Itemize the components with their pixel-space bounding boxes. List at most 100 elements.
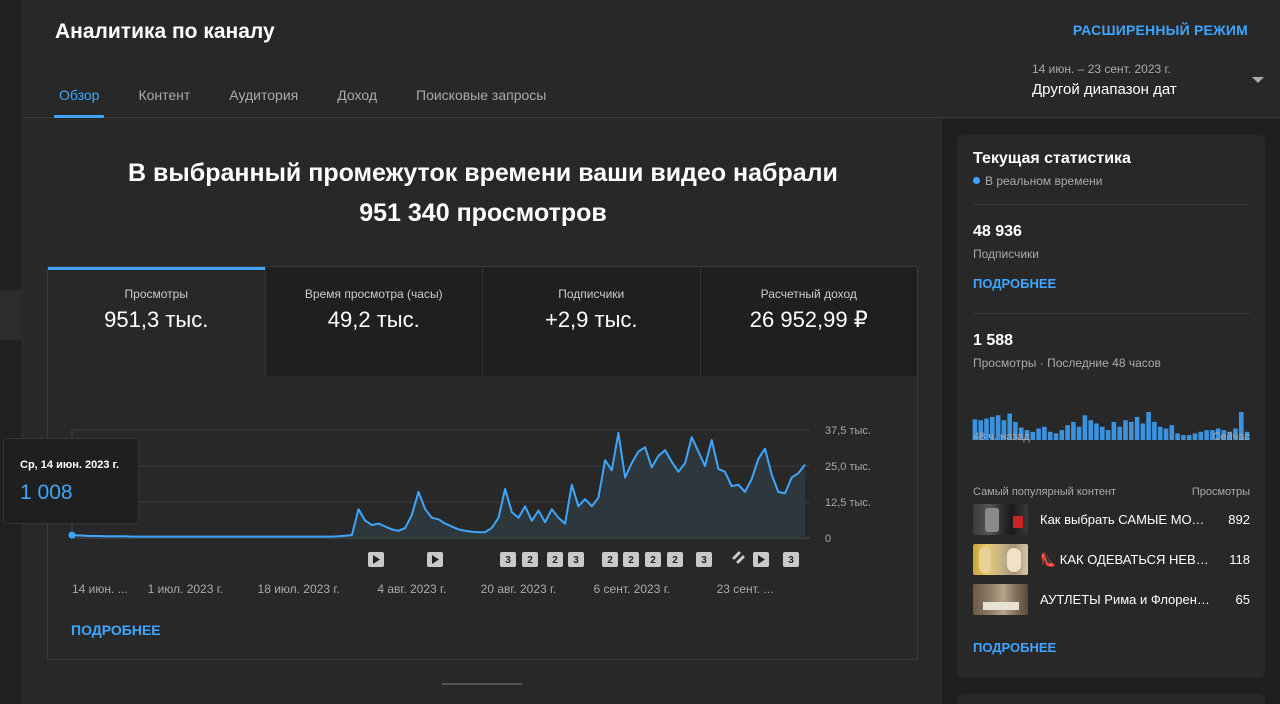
tab-content[interactable]: Контент (138, 87, 191, 103)
headline-text: В выбранный промежуток времени ваши виде… (128, 159, 838, 187)
metrics-card: Просмотры 951,3 тыс. Время просмотра (ча… (47, 266, 918, 660)
left-sidebar-selected[interactable] (0, 290, 23, 340)
annotation-marker[interactable]: 2 (522, 552, 538, 567)
x-tick-label: 23 сент. ... (717, 582, 774, 596)
hourly-bar (1024, 430, 1030, 440)
hourly-bar (1111, 421, 1117, 440)
video-thumbnail (973, 504, 1028, 535)
hourly-bar (1094, 423, 1099, 440)
tab-overview[interactable]: Обзор (54, 76, 105, 118)
content-views: 118 (1229, 552, 1250, 567)
hourly-bar (1082, 415, 1088, 440)
hourly-bar (1239, 412, 1244, 440)
hourly-bar (1244, 431, 1250, 440)
hourly-bar (1013, 421, 1018, 440)
annotation-marker[interactable]: 2 (602, 552, 618, 567)
hourly-bar (1036, 428, 1041, 440)
advanced-mode-button[interactable]: РАСШИРЕННЫЙ РЕЖИМ (1072, 22, 1248, 38)
video-thumbnail (973, 584, 1028, 615)
metric-label: Просмотры (124, 287, 188, 301)
more-button[interactable]: ПОДРОБНЕЕ (71, 622, 161, 638)
annotation-marker[interactable]: 3 (568, 552, 584, 567)
hourly-bar (1181, 435, 1186, 440)
series-line (71, 431, 806, 538)
hourly-bar (1071, 421, 1076, 440)
content-title: АУТЛЕТЫ Рима и Флоренции (1040, 592, 1212, 607)
x-tick-label: 1 июл. 2023 г. (148, 582, 223, 596)
annotation-play-icon[interactable] (753, 552, 769, 567)
hourly-bar (1169, 425, 1175, 440)
hourly-bar (1001, 420, 1007, 440)
hourly-bar (1030, 431, 1036, 440)
divider (973, 313, 1250, 314)
metric-tabs: Просмотры 951,3 тыс. Время просмотра (ча… (48, 267, 917, 376)
tooltip-value: 1 008 (20, 481, 73, 504)
content-title: Как выбрать САМЫЕ МОДНЫЕ (1040, 512, 1212, 527)
hourly-bar (1233, 428, 1238, 440)
svg-text:2: 2 (650, 555, 656, 566)
svg-text:2: 2 (527, 555, 533, 566)
hourly-bar (1198, 431, 1204, 440)
annotation-marker[interactable]: 3 (783, 552, 799, 567)
more-content-button[interactable]: ПОДРОБНЕЕ (973, 640, 1057, 655)
metric-watch-time[interactable]: Время просмотра (часы) 49,2 тыс. (264, 267, 482, 376)
hourly-bar (1163, 428, 1169, 440)
hourly-views-chart[interactable] (972, 406, 1250, 442)
annotation-marker[interactable]: 2 (645, 552, 661, 567)
annotation-marker[interactable]: 2 (667, 552, 683, 567)
hourly-bar (1088, 420, 1093, 440)
svg-text:3: 3 (788, 555, 794, 566)
bars-end-label: Сейчас (1212, 431, 1250, 443)
views-chart[interactable]: 37,5 тыс. 25,0 тыс. 12,5 тыс. 0 3 2 2 3 2 2 2 2 3 3 14… (48, 377, 917, 617)
annotation-play-icon[interactable] (427, 552, 443, 567)
x-tick-label: 14 июн. ... (72, 582, 128, 596)
x-tick-label: 20 авг. 2023 г. (481, 582, 557, 596)
chevron-down-icon (1252, 77, 1264, 83)
hourly-bar (1105, 430, 1111, 440)
svg-text:3: 3 (573, 555, 579, 566)
content-row[interactable]: 👠 КАК ОДЕВАТЬСЯ НЕВЕСТЕ 118 (973, 543, 1250, 575)
metric-value: 49,2 тыс. (327, 307, 420, 332)
metric-subscribers[interactable]: Подписчики +2,9 тыс. (482, 267, 700, 376)
y-tick-label: 12,5 тыс. (825, 497, 871, 509)
metric-views[interactable]: Просмотры 951,3 тыс. (48, 267, 265, 376)
y-tick-label: 37,5 тыс. (825, 425, 871, 437)
divider (973, 204, 1250, 205)
x-tick-label: 18 июл. 2023 г. (258, 582, 340, 596)
hourly-bar (1053, 433, 1059, 440)
popular-views-header: Просмотры (1191, 486, 1250, 498)
metric-label: Подписчики (558, 287, 625, 301)
tab-search-queries[interactable]: Поисковые запросы (416, 87, 547, 103)
content-views: 892 (1228, 512, 1250, 527)
next-card (957, 694, 1265, 704)
popular-content-header: Самый популярный контент (973, 486, 1117, 498)
headline-views: 951 340 просмотров (359, 199, 607, 227)
annotation-marker[interactable]: 2 (547, 552, 563, 567)
hourly-bar (1186, 435, 1192, 440)
date-range-selector[interactable]: 14 июн. – 23 сент. 2023 г. Другой диапаз… (1032, 62, 1264, 98)
svg-text:2: 2 (672, 555, 678, 566)
metric-revenue[interactable]: Расчетный доход 26 952,99 ₽ (699, 267, 917, 376)
live-indicator: В реальном времени (973, 174, 1102, 188)
tab-revenue[interactable]: Доход (337, 87, 377, 103)
content-row[interactable]: Как выбрать САМЫЕ МОДНЫЕ 892 (973, 503, 1250, 535)
annotation-link-icon[interactable] (732, 551, 745, 564)
content-row[interactable]: АУТЛЕТЫ Рима и Флоренции 65 (973, 583, 1250, 615)
svg-text:2: 2 (607, 555, 613, 566)
hourly-bar (1227, 431, 1232, 440)
hourly-bar (1100, 426, 1105, 440)
annotation-marker[interactable]: 3 (500, 552, 516, 567)
annotation-marker[interactable]: 2 (623, 552, 639, 567)
hourly-bar (1042, 426, 1047, 440)
more-subscribers-button[interactable]: ПОДРОБНЕЕ (973, 276, 1057, 291)
hourly-bar (1059, 430, 1065, 440)
hourly-bar (1215, 428, 1221, 440)
tab-audience[interactable]: Аудитория (229, 87, 299, 103)
subscribers-label: Подписчики (973, 247, 1040, 261)
tab-bar: Обзор Контент Аудитория Доход Поисковые … (54, 76, 580, 118)
annotation-play-icon[interactable] (368, 552, 384, 567)
metric-label: Расчетный доход (760, 287, 857, 301)
content-title: 👠 КАК ОДЕВАТЬСЯ НЕВЕСТЕ (1040, 552, 1212, 567)
annotation-marker[interactable]: 3 (696, 552, 712, 567)
metric-value: 26 952,99 ₽ (749, 307, 868, 332)
